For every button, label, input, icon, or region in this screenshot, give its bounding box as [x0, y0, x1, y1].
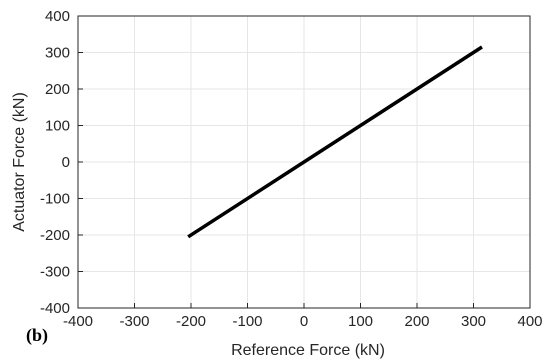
y-tick-label: 100 — [45, 118, 70, 135]
x-tick-label: -300 — [119, 313, 149, 330]
y-axis-ticks: -400 -300 -200 -100 0 100 200 300 400 — [40, 8, 83, 317]
x-tick-label: -200 — [176, 313, 206, 330]
panel-label: (b) — [26, 325, 48, 346]
x-tick-label: 300 — [461, 313, 486, 330]
x-tick-label: 200 — [404, 313, 429, 330]
y-tick-label: 200 — [45, 81, 70, 98]
y-tick-label: 400 — [45, 8, 70, 25]
x-axis-label: Reference Force (kN) — [231, 342, 385, 359]
x-tick-label: 100 — [348, 313, 373, 330]
y-axis-label: Actuator Force (kN) — [11, 92, 28, 232]
x-axis-ticks: -400 -300 -200 -100 0 100 200 300 400 — [63, 303, 543, 330]
series-line — [187, 45, 483, 239]
x-tick-label: 400 — [517, 313, 542, 330]
y-tick-label: 0 — [62, 154, 70, 171]
x-tick-label: -400 — [63, 313, 93, 330]
y-tick-label: -100 — [40, 191, 70, 208]
y-tick-label: -400 — [40, 300, 70, 317]
x-tick-label: -100 — [232, 313, 262, 330]
series-group — [187, 45, 483, 239]
y-tick-label: -300 — [40, 264, 70, 281]
x-tick-label: 0 — [300, 313, 308, 330]
y-tick-label: 300 — [45, 45, 70, 62]
y-tick-label: -200 — [40, 227, 70, 244]
